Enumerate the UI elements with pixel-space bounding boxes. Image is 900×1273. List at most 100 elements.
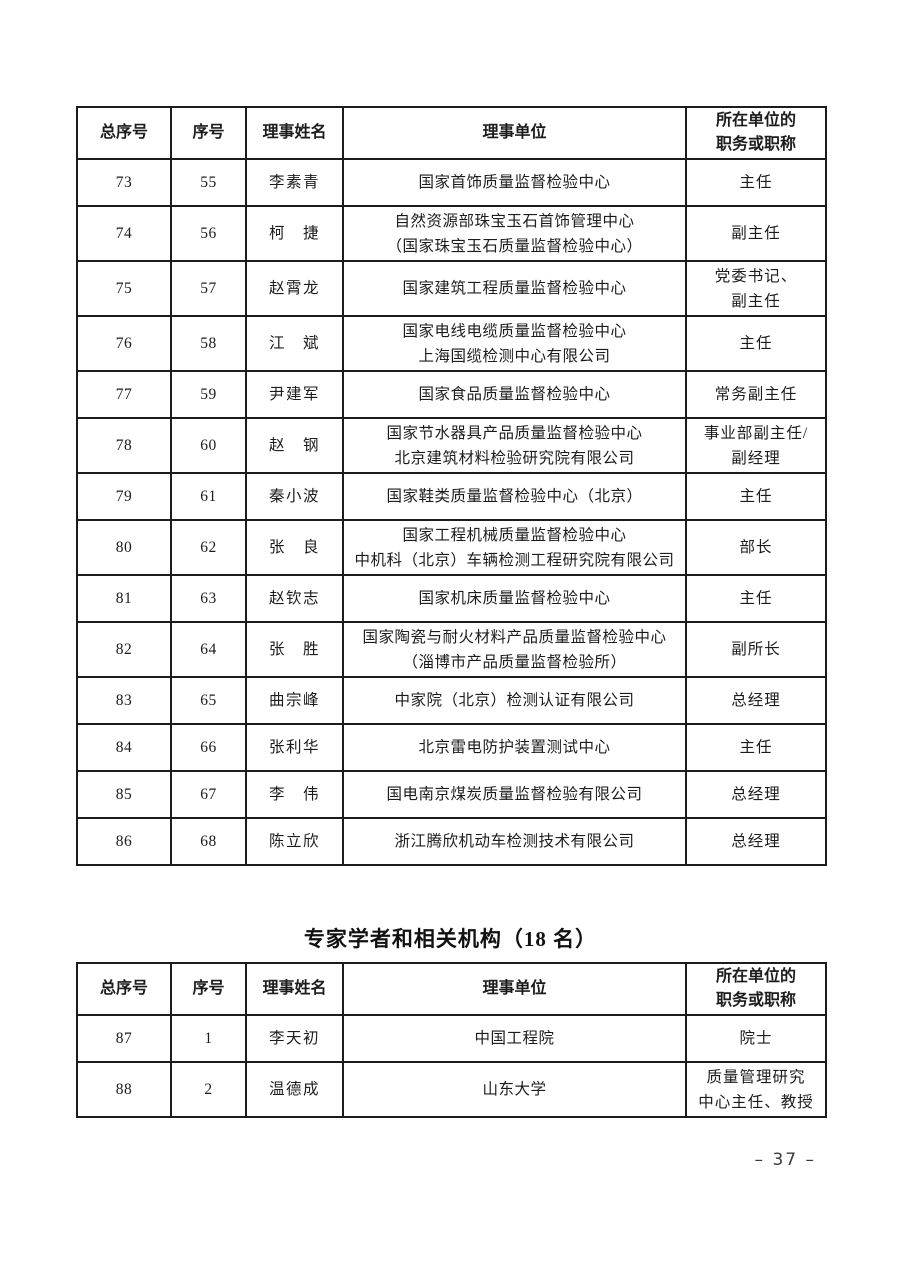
cell-member-name: 张利华: [245, 723, 344, 772]
cell-total-no: 81: [76, 574, 172, 623]
cell-sub-no: 55: [170, 158, 247, 207]
cell-unit-title: 常务副主任: [685, 370, 827, 419]
cell-unit-title: 主任: [685, 315, 827, 372]
cell-member-unit: 国家建筑工程质量监督检验中心: [342, 260, 687, 317]
cell-member-unit: 自然资源部珠宝玉石首饰管理中心 （国家珠宝玉石质量监督检验中心）: [342, 205, 687, 262]
cell-member-name: 曲宗峰: [245, 676, 344, 725]
cell-sub-no: 65: [170, 676, 247, 725]
table-2-body: 87 1 李天初 中国工程院 院士 88 2 温德成 山东大学 质量管理研究 中心主任、教授: [76, 1014, 827, 1118]
header-member-unit: 理事单位: [342, 106, 687, 160]
table-row: 88 2 温德成 山东大学 质量管理研究 中心主任、教授: [76, 1061, 827, 1118]
table-row: 79 61 秦小波 国家鞋类质量监督检验中心（北京） 主任: [76, 472, 827, 521]
header-unit-title: 所在单位的 职务或职称: [685, 962, 827, 1016]
cell-total-no: 77: [76, 370, 172, 419]
cell-unit-title: 副所长: [685, 621, 827, 678]
cell-total-no: 78: [76, 417, 172, 474]
cell-unit-title: 副主任: [685, 205, 827, 262]
cell-member-unit: 浙江腾欣机动车检测技术有限公司: [342, 817, 687, 866]
page-content: 总序号 序号 理事姓名 理事单位 所在单位的 职务或职称 73 55 李素青 国家首饰…: [76, 106, 827, 1118]
cell-unit-title: 总经理: [685, 676, 827, 725]
table-row: 84 66 张利华 北京雷电防护装置测试中心 主任: [76, 723, 827, 772]
cell-unit-title: 质量管理研究 中心主任、教授: [685, 1061, 827, 1118]
header-row: 总序号 序号 理事姓名 理事单位 所在单位的 职务或职称: [76, 962, 827, 1016]
header-unit-title: 所在单位的 职务或职称: [685, 106, 827, 160]
cell-member-unit: 中家院（北京）检测认证有限公司: [342, 676, 687, 725]
cell-member-unit: 北京雷电防护装置测试中心: [342, 723, 687, 772]
cell-total-no: 73: [76, 158, 172, 207]
table-row: 85 67 李 伟国电南京煤炭质量监督检验有限公司 总经理: [76, 770, 827, 819]
cell-total-no: 74: [76, 205, 172, 262]
table-row: 74 56 柯 捷自然资源部珠宝玉石首饰管理中心 （国家珠宝玉石质量监督检验中心）副…: [76, 205, 827, 262]
cell-member-unit: 国家陶瓷与耐火材料产品质量监督检验中心 （淄博市产品质量监督检验所）: [342, 621, 687, 678]
cell-sub-no: 66: [170, 723, 247, 772]
table-1-body: 73 55 李素青 国家首饰质量监督检验中心 主任 74 56 柯 捷自然资源部珠宝玉石首饰管…: [76, 158, 827, 866]
table-row: 83 65 曲宗峰 中家院（北京）检测认证有限公司 总经理: [76, 676, 827, 725]
experts-table-2: 总序号 序号 理事姓名 理事单位 所在单位的 职务或职称 87 1 李天初 中国工程院…: [76, 962, 827, 1118]
cell-member-unit: 国家节水器具产品质量监督检验中心 北京建筑材料检验研究院有限公司: [342, 417, 687, 474]
cell-sub-no: 56: [170, 205, 247, 262]
table-row: 82 64 张 胜国家陶瓷与耐火材料产品质量监督检验中心 （淄博市产品质量监督检验所…: [76, 621, 827, 678]
cell-member-name: 尹建军: [245, 370, 344, 419]
table-row: 80 62 张 良国家工程机械质量监督检验中心 中机科（北京）车辆检测工程研究院有限…: [76, 519, 827, 576]
cell-member-name: 赵钦志: [245, 574, 344, 623]
cell-member-unit: 国家首饰质量监督检验中心: [342, 158, 687, 207]
cell-sub-no: 67: [170, 770, 247, 819]
cell-total-no: 88: [76, 1061, 172, 1118]
cell-unit-title: 总经理: [685, 817, 827, 866]
cell-total-no: 87: [76, 1014, 172, 1063]
table-row: 75 57 赵霄龙 国家建筑工程质量监督检验中心 党委书记、 副主任: [76, 260, 827, 317]
cell-total-no: 79: [76, 472, 172, 521]
cell-unit-title: 主任: [685, 723, 827, 772]
page-number: – 37 –: [754, 1150, 816, 1170]
cell-unit-title: 部长: [685, 519, 827, 576]
cell-member-name: 柯 捷: [245, 205, 344, 262]
header-row: 总序号 序号 理事姓名 理事单位 所在单位的 职务或职称: [76, 106, 827, 160]
cell-member-name: 赵 钢: [245, 417, 344, 474]
section-title-experts: 专家学者和相关机构（18 名）: [303, 927, 598, 951]
cell-total-no: 82: [76, 621, 172, 678]
cell-unit-title: 主任: [685, 472, 827, 521]
cell-member-unit: 国电南京煤炭质量监督检验有限公司: [342, 770, 687, 819]
cell-total-no: 85: [76, 770, 172, 819]
cell-sub-no: 60: [170, 417, 247, 474]
header-member-name: 理事姓名: [245, 106, 344, 160]
table-row: 78 60 赵 钢国家节水器具产品质量监督检验中心 北京建筑材料检验研究院有限公司事…: [76, 417, 827, 474]
cell-sub-no: 63: [170, 574, 247, 623]
table-row: 73 55 李素青 国家首饰质量监督检验中心 主任: [76, 158, 827, 207]
header-member-name: 理事姓名: [245, 962, 344, 1016]
header-sub-no: 序号: [170, 962, 247, 1016]
header-sub-no: 序号: [170, 106, 247, 160]
cell-total-no: 76: [76, 315, 172, 372]
cell-member-unit: 国家电线电缆质量监督检验中心 上海国缆检测中心有限公司: [342, 315, 687, 372]
cell-member-name: 赵霄龙: [245, 260, 344, 317]
table-1-header: 总序号 序号 理事姓名 理事单位 所在单位的 职务或职称: [76, 106, 827, 160]
cell-unit-title: 党委书记、 副主任: [685, 260, 827, 317]
cell-member-unit: 山东大学: [342, 1061, 687, 1118]
header-total-no: 总序号: [76, 106, 172, 160]
cell-member-name: 李天初: [245, 1014, 344, 1063]
cell-member-name: 秦小波: [245, 472, 344, 521]
cell-member-name: 张 胜: [245, 621, 344, 678]
council-members-table-1: 总序号 序号 理事姓名 理事单位 所在单位的 职务或职称 73 55 李素青 国家首饰…: [76, 106, 827, 866]
cell-total-no: 83: [76, 676, 172, 725]
cell-unit-title: 事业部副主任/ 副经理: [685, 417, 827, 474]
cell-sub-no: 1: [170, 1014, 247, 1063]
cell-member-name: 李素青: [245, 158, 344, 207]
table-row: 86 68 陈立欣 浙江腾欣机动车检测技术有限公司 总经理: [76, 817, 827, 866]
cell-total-no: 80: [76, 519, 172, 576]
cell-member-unit: 国家机床质量监督检验中心: [342, 574, 687, 623]
cell-member-name: 张 良: [245, 519, 344, 576]
cell-unit-title: 院士: [685, 1014, 827, 1063]
cell-unit-title: 总经理: [685, 770, 827, 819]
cell-member-name: 江 斌: [245, 315, 344, 372]
cell-total-no: 75: [76, 260, 172, 317]
cell-sub-no: 64: [170, 621, 247, 678]
cell-sub-no: 62: [170, 519, 247, 576]
cell-total-no: 84: [76, 723, 172, 772]
header-member-unit: 理事单位: [342, 962, 687, 1016]
cell-member-unit: 国家食品质量监督检验中心: [342, 370, 687, 419]
table-row: 76 58 江 斌国家电线电缆质量监督检验中心 上海国缆检测中心有限公司 主任: [76, 315, 827, 372]
cell-member-name: 李 伟: [245, 770, 344, 819]
cell-unit-title: 主任: [685, 158, 827, 207]
cell-total-no: 86: [76, 817, 172, 866]
